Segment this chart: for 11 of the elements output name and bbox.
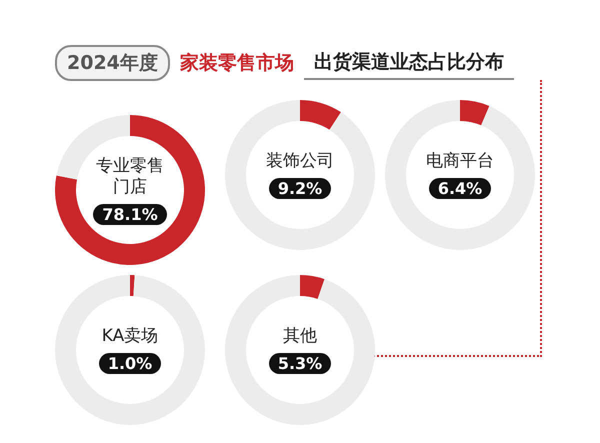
slice-label: 其他 <box>283 326 317 347</box>
data-label: 6.4% <box>428 178 492 199</box>
slice-label: 专业零售门店 <box>95 156 165 198</box>
slice-label: KA卖场 <box>102 326 158 347</box>
slice-label: 电商平台 <box>426 151 494 172</box>
data-label: 1.0% <box>98 353 162 374</box>
text: 2024年度 家装零售市场 出货渠道业态占比分布 <box>66 50 505 76</box>
slice-label: 装饰公司 <box>266 151 334 172</box>
data-label: 9.2% <box>268 178 332 199</box>
data-label: 5.3% <box>268 353 332 374</box>
data-label: 78.1% <box>93 204 167 224</box>
